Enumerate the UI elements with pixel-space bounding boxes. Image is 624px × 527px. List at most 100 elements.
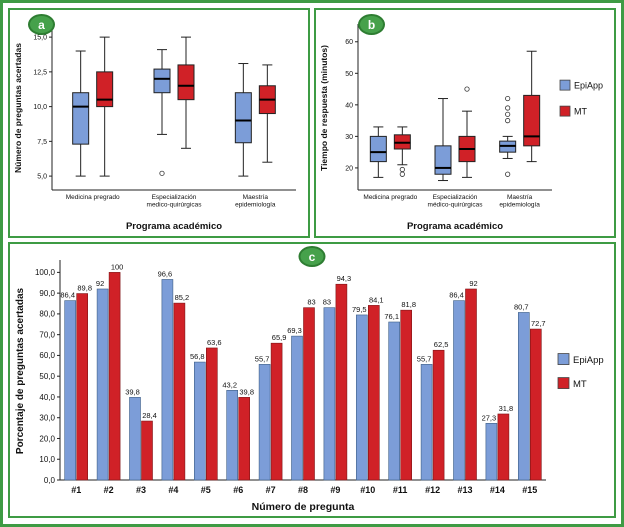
bar-epiapp-q1 — [64, 300, 77, 481]
box-mt — [177, 64, 195, 101]
y-tick-label: 80,0 — [39, 310, 55, 319]
y-tick-label: 10,0 — [39, 455, 55, 464]
x-category-label: Especialización — [433, 194, 478, 201]
bar-value-label: 92 — [469, 279, 477, 288]
bar-value-label: 39,8 — [239, 387, 254, 396]
bar-value-label: 27,3 — [482, 413, 497, 422]
legend-label-mt: MT — [573, 379, 587, 390]
y-tick-label: 0,0 — [44, 476, 56, 485]
y-tick-label: 50,0 — [39, 372, 55, 381]
bar-epiapp-q14 — [485, 423, 498, 481]
bar-mt-q10 — [367, 305, 380, 481]
y-tick-label: 20 — [345, 165, 353, 172]
bar-value-label: 79,5 — [352, 305, 367, 314]
bar-epiapp-q7 — [258, 364, 271, 481]
outlier-point — [399, 171, 405, 177]
legend-label-mt: MT — [574, 107, 587, 117]
legend-swatch-epiapp — [557, 353, 570, 365]
x-category-label: epidemiología — [235, 202, 276, 209]
bar-mt-q7 — [270, 342, 283, 481]
x-category-label: Medicina pregrado — [66, 194, 120, 201]
bar-value-label: 81,8 — [401, 300, 416, 309]
x-category-label: #6 — [233, 485, 243, 495]
x-category-label: #9 — [330, 485, 340, 495]
bar-value-label: 100 — [111, 262, 124, 271]
legend-swatch-mt — [559, 105, 571, 117]
legend-swatch-epiapp — [559, 79, 571, 91]
x-category-label: #14 — [490, 485, 505, 495]
y-tick-label: 60 — [345, 39, 353, 46]
panel-a-badge: a — [28, 14, 55, 35]
outlier-point — [159, 170, 165, 176]
bar-value-label: 85,2 — [175, 293, 190, 302]
box-mt — [96, 71, 114, 108]
x-category-label: #12 — [425, 485, 440, 495]
bar-epiapp-q12 — [420, 364, 433, 481]
x-category-label: #13 — [457, 485, 472, 495]
bar-value-label: 56,8 — [190, 352, 205, 361]
bar-value-label: 83 — [323, 298, 331, 307]
bar-value-label: 89,8 — [77, 284, 92, 293]
barchart-c: 0,0 10,0 20,0 30,0 40,0 50,0 60,0 70,0 80,0 90,0 1… — [15, 260, 604, 513]
y-tick-label: 30 — [345, 134, 353, 141]
y-tick-label: 7,5 — [37, 139, 47, 146]
x-category-label: #2 — [104, 485, 114, 495]
bar-value-label: 28,4 — [142, 411, 157, 420]
bar-value-label: 39,8 — [125, 387, 140, 396]
y-tick-label: 40 — [345, 102, 353, 109]
outlier-point — [399, 166, 405, 173]
bar-mt-q15 — [529, 328, 542, 481]
y-tick-label: 100,0 — [35, 268, 56, 277]
bar-value-label: 72,7 — [531, 319, 546, 328]
bar-value-label: 65,9 — [272, 333, 287, 342]
panel-b-badge: b — [358, 14, 385, 35]
panel-a: a 5,0 7,5 10,0 12,5 15,0 Medicina pregrado Esp… — [8, 8, 310, 238]
bar-value-label: 69,3 — [287, 326, 302, 335]
bar-value-label: 96,6 — [158, 269, 173, 278]
bar-value-label: 63,6 — [207, 338, 222, 347]
bar-epiapp-q11 — [388, 321, 401, 481]
y-tick-label: 90,0 — [39, 289, 55, 298]
y-tick-label: 15,0 — [33, 35, 47, 42]
y-axis-title: Número de preguntas acertadas — [13, 43, 23, 173]
outlier-point — [505, 105, 511, 111]
box-epiapp — [369, 135, 387, 163]
box-epiapp — [234, 92, 252, 144]
bar-value-label: 92 — [96, 279, 104, 288]
legend-label-epiapp: EpiApp — [573, 355, 604, 366]
boxplot-chart-b: 20 30 40 50 60 Medicina pregrado Especializaci… — [319, 24, 603, 232]
x-category-label: Maestría — [507, 194, 533, 201]
box-epiapp — [72, 92, 90, 145]
x-category-label: médico-quirúrgicas — [428, 202, 484, 209]
x-category-label: Medicina pregrado — [363, 194, 417, 201]
boxplot-chart-a: 5,0 7,5 10,0 12,5 15,0 Medicina pregrado Espec… — [13, 24, 296, 232]
bar-value-label: 94,3 — [337, 274, 352, 283]
y-axis-title: Tiempo de respuesta (minutos) — [319, 45, 329, 171]
bar-mt-q5 — [206, 347, 218, 481]
outlier-point — [464, 86, 470, 92]
outlier-point — [505, 111, 511, 117]
x-category-label: #8 — [298, 485, 308, 495]
x-category-label: #10 — [360, 485, 375, 495]
legend-label-epiapp: EpiApp — [574, 81, 603, 91]
bar-value-label: 83 — [307, 298, 315, 307]
y-axis-title: Porcentaje de preguntas acertadas — [15, 287, 26, 454]
x-category-label: Maestría — [243, 194, 269, 201]
y-tick-label: 12,5 — [33, 69, 47, 76]
bar-value-label: 76,1 — [384, 312, 399, 321]
outlier-point — [505, 95, 511, 102]
bar-mt-q8 — [303, 307, 315, 481]
bar-value-label: 80,7 — [514, 302, 529, 311]
bar-epiapp-q8 — [291, 335, 303, 481]
box-mt — [523, 94, 541, 147]
y-tick-label: 50 — [345, 71, 353, 78]
panel-b: b 20 30 40 50 60 Medicina pregrado Especializa… — [314, 8, 616, 238]
bar-value-label: 62,5 — [434, 340, 449, 349]
bar-epiapp-q15 — [517, 312, 530, 481]
y-tick-label: 30,0 — [39, 414, 55, 423]
bar-epiapp-q6 — [226, 390, 238, 481]
bar-mt-q14 — [497, 413, 510, 481]
bar-mt-q6 — [238, 397, 250, 481]
bar-mt-q13 — [465, 288, 477, 481]
